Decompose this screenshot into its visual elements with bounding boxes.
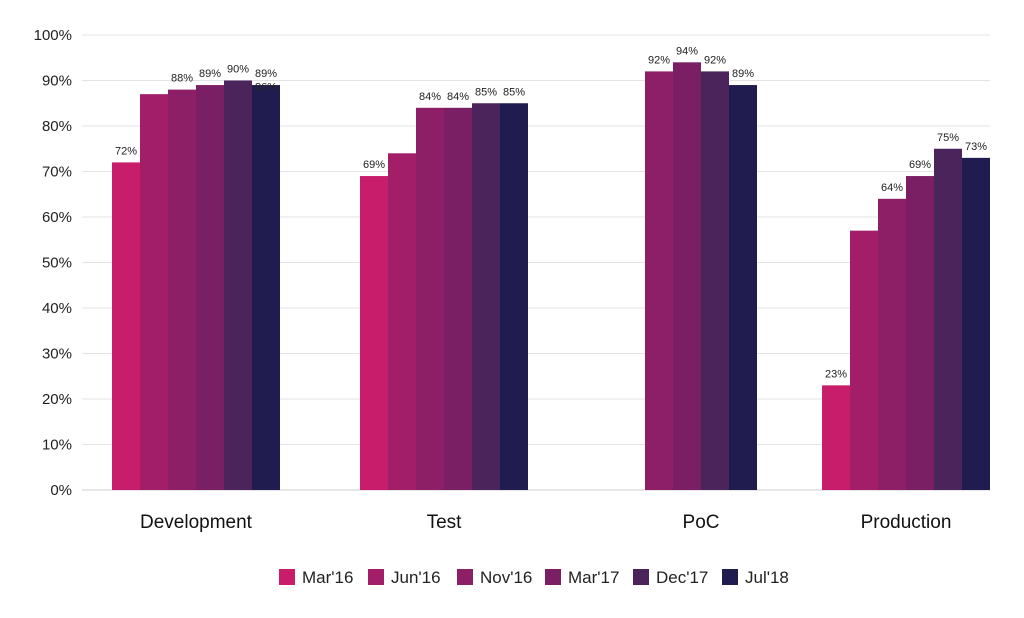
bar-development-1 [140,94,168,491]
y-tick-label: 30% [42,346,72,363]
y-tick-label: 90% [42,73,72,90]
bars [112,62,990,491]
data-labels: 72% 88% 89% 90% 89% 69% 84% 84% 85% 85% 92% 94% 92% 8… [115,45,987,380]
y-tick-label: 70% [42,164,72,181]
bar-production-3 [906,176,934,491]
data-label: 84% [447,91,469,103]
bar-production-5 [962,157,990,490]
bar-test-4 [472,103,500,490]
data-label: 69% [909,159,931,171]
y-tick-label: 0% [50,482,72,499]
data-label: 23% [825,368,847,380]
legend-label: Mar'17 [568,568,619,587]
y-tick-label: 20% [42,391,72,408]
bar-test-3 [444,107,472,491]
data-label: 89% [255,68,277,80]
data-label: 84% [419,91,441,103]
data-label: 92% [704,54,726,66]
legend: Mar'16 Jun'16 Nov'16 Mar'17 Dec'17 Jul'18 [279,568,789,587]
x-category-label: PoC [683,512,720,533]
legend-label: Jul'18 [745,568,789,587]
data-label: 72% [115,145,137,157]
bar-development-2 [168,89,196,490]
y-tick-label: 100% [34,27,72,44]
data-label: 89% [732,68,754,80]
legend-swatch [633,569,649,585]
data-label: 85% [475,86,497,98]
bar-development-0 [112,162,140,490]
bar-production-2 [878,198,906,491]
x-category-label: Test [427,512,463,533]
legend-label: Mar'16 [302,568,353,587]
data-label: 69% [363,159,385,171]
bar-test-1 [388,153,416,491]
x-axis-categories: Development Test PoC Production [140,512,951,533]
legend-swatch [722,569,738,585]
data-label: 90% [227,64,249,76]
bar-production-0 [822,385,850,490]
y-tick-label: 80% [42,118,72,135]
data-label: 88% [171,73,193,85]
legend-label: Nov'16 [480,568,532,587]
y-tick-label: 10% [42,437,72,454]
data-label: 86% [255,82,277,94]
legend-swatch [545,569,561,585]
y-tick-label: 40% [42,300,72,317]
y-tick-label: 50% [42,255,72,272]
bar-production-4 [934,148,962,490]
data-label: 73% [965,141,987,153]
data-label: 89% [199,68,221,80]
bar-poc-4 [701,71,729,491]
bar-development-4 [224,80,252,490]
y-axis-ticks: 0% 10% 20% 30% 40% 50% 60% 70% 80% 90% 100% [34,27,72,499]
bar-development-3 [196,85,224,491]
bar-poc-5 [729,85,757,491]
bar-test-5 [500,103,528,490]
data-label: 94% [676,45,698,57]
x-category-label: Production [861,512,952,533]
data-label: 85% [503,86,525,98]
legend-swatch [457,569,473,585]
bar-poc-2 [645,71,673,491]
bar-test-2 [416,107,444,491]
data-label: 75% [937,132,959,144]
bar-poc-3 [673,62,701,491]
data-label: 64% [881,182,903,194]
data-label: 92% [648,54,670,66]
legend-label: Dec'17 [656,568,708,587]
legend-swatch [279,569,295,585]
bar-test-0 [360,176,388,491]
x-category-label: Development [140,512,253,533]
y-tick-label: 60% [42,209,72,226]
legend-label: Jun'16 [391,568,441,587]
legend-swatch [368,569,384,585]
bar-production-1 [850,230,878,490]
bar-development-5 [252,85,280,491]
